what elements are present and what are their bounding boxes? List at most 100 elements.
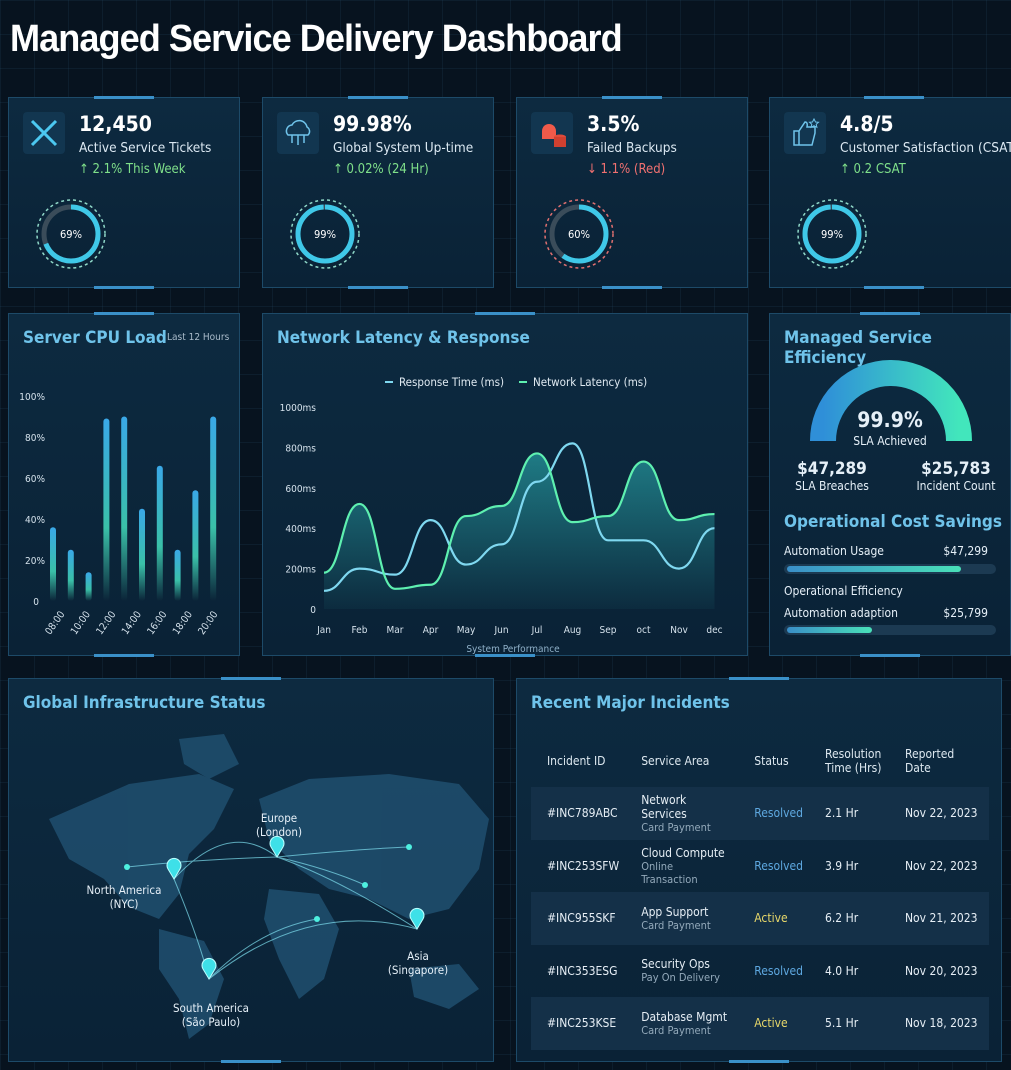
stat-sla-breaches: $47,289 SLA Breaches [784,459,880,493]
location-asia[interactable]: Asia (Singapore) [373,949,463,977]
y-tick: 60% [25,474,45,485]
cpu-bar [67,549,74,601]
x-tick: Mar [387,625,404,636]
y-tick: 600ms [285,484,316,495]
column-header[interactable]: Service Area [641,754,710,768]
cpu-bar [103,418,110,601]
savings-title: Operational Cost Savings [784,512,1002,532]
table-row[interactable]: #INC353ESG Security Ops Pay On Delivery R… [531,945,989,998]
pin-icon [269,835,285,858]
legend-swatch [385,381,393,383]
column-header[interactable]: Status [754,754,789,768]
x-tick: Sep [600,625,617,636]
service-area: Database Mgmt [641,1009,728,1024]
kpi-ring: 99% [797,199,867,269]
reported-date: Nov 22, 2023 [888,787,989,840]
x-tick: Nov [670,625,688,636]
table-row[interactable]: #INC789ABC Network Services Card Payment … [531,787,989,840]
thumbs-up-star-icon [784,112,826,154]
series-line [323,452,715,590]
kpi-ring: 60% [544,199,614,269]
table-row[interactable]: #INC955SKF App Support Card Payment Activ… [531,892,989,945]
service-sub: Pay On Delivery [641,971,721,985]
resolution-time: 2.1 Hr [808,787,889,840]
kpi-card[interactable]: 3.5% Failed Backups ↓ 1.1% (Red) 60% [516,96,748,289]
x-tick: May [457,625,476,636]
reported-date: Nov 21, 2023 [888,892,989,945]
stat-label: Incident Count [916,479,996,493]
table-row[interactable]: #INC253SFW Cloud Compute Online Transacti… [531,840,989,893]
x-tick: Feb [352,625,368,636]
x-tick: Jan [316,625,331,636]
service-area: App Support [641,904,709,919]
kpi-ring-label: 99% [314,228,336,241]
x-tick: 16:00 [146,609,170,637]
series-line [323,442,715,592]
y-tick: 800ms [285,443,316,454]
bar-value: $47,299 [943,544,988,558]
y-tick: 80% [25,433,45,444]
kpi-label: Active Service Tickets [79,140,212,156]
location-south-america[interactable]: South America (São Paulo) [161,1001,261,1029]
bar-label: Automation Usage [784,544,884,558]
cpu-bar [121,416,128,601]
cpu-bar [139,508,145,601]
efficiency-panel: Managed Service Efficiency 99.9% SLA Ach… [769,312,1011,657]
service-area: Network Services [641,792,687,821]
status-badge: Active [738,892,809,945]
reported-date: Nov 22, 2023 [904,858,978,873]
kpi-ring-label: 99% [821,228,843,241]
map-panel: Global Infrastructure Status North Ameri… [8,677,495,1063]
service-sub: Card Payment [641,1023,711,1037]
y-tick: 1000ms [280,403,317,414]
cpu-title: Server CPU Load [23,328,167,348]
alarm-database-icon [531,112,573,154]
x-axis-label: System Performance [466,644,560,655]
y-tick: 100% [19,392,45,403]
kpi-label: Customer Satisfaction (CSAT) [840,140,1011,156]
column-header[interactable]: Resolution Time (Hrs) [824,747,882,775]
kpi-label: Failed Backups [587,140,677,156]
kpi-card[interactable]: 4.8/5 Customer Satisfaction (CSAT) ↑ 0.2… [769,96,1011,289]
cpu-panel: Server CPU Load Last 12 Hours 0 20% 40% 60%… [8,312,240,657]
incident-id: #INC789ABC [531,787,626,840]
kpi-ring-label: 69% [60,228,82,241]
network-title: Network Latency & Response [277,328,530,348]
column-header[interactable]: Incident ID [547,754,606,768]
location-north-america[interactable]: North America (NYC) [79,883,169,911]
kpi-value: 99.98% [333,112,412,136]
location-europe[interactable]: Europe (London) [234,811,324,839]
y-tick: 400ms [285,524,316,535]
incident-id: #INC253SFW [547,858,620,873]
automation-adaption-bar [784,625,996,635]
table-row[interactable]: #INC253KSE Database Mgmt Card Payment Act… [531,997,989,1050]
location-name: Europe [260,811,298,825]
x-tick: 14:00 [120,609,144,637]
cpu-bar [210,416,217,601]
y-tick: 0 [310,605,316,616]
cpu-chart: 0 20% 40% 60% 80% 100% 08:00 10:00 12:00 14:00 16:… [19,392,220,637]
bar-group: Operational Efficiency [784,584,903,598]
incident-id: #INC253KSE [531,997,626,1050]
world-map[interactable] [9,679,495,1063]
service-sub: Card Payment [641,918,711,932]
location-city: (São Paulo) [181,1015,241,1029]
bar-value: $25,799 [943,606,988,620]
x-tick: Jun [493,625,508,636]
cpu-bar [192,490,199,601]
kpi-card[interactable]: 99.98% Global System Up-time ↑ 0.02% (24… [262,96,494,289]
incidents-title: Recent Major Incidents [531,693,730,713]
column-header[interactable]: Reported Date [904,747,955,775]
kpi-card[interactable]: 12,450 Active Service Tickets ↑ 2.1% Thi… [8,96,240,289]
y-tick: 0 [33,597,39,608]
x-tick: dec [706,625,722,636]
incident-id: #INC353ESG [547,963,618,978]
x-tick: 18:00 [171,609,195,637]
kpi-label: Global System Up-time [333,140,474,156]
kpi-change: ↑ 2.1% This Week [79,162,186,177]
y-tick: 20% [25,556,45,567]
x-tick: Apr [423,625,439,636]
cpu-bar [156,465,163,601]
x-tick: oct [637,625,651,636]
service-area: Security Ops [641,957,710,972]
